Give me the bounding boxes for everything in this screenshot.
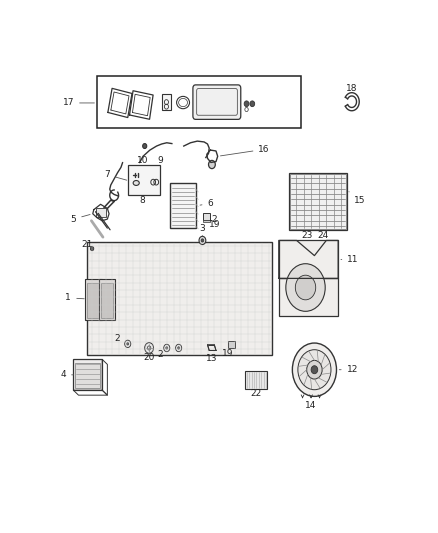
Circle shape	[199, 236, 206, 245]
Text: 12: 12	[339, 365, 358, 374]
Bar	[101, 282, 113, 318]
Circle shape	[201, 239, 204, 242]
Circle shape	[244, 101, 249, 107]
Text: 14: 14	[305, 401, 317, 410]
Circle shape	[311, 366, 318, 374]
Circle shape	[145, 343, 154, 353]
Bar	[75, 363, 100, 388]
Text: 3: 3	[200, 224, 205, 236]
Bar	[97, 76, 301, 127]
Text: 23: 23	[301, 231, 312, 240]
Text: 6: 6	[200, 199, 213, 208]
Bar	[74, 359, 102, 390]
Bar	[290, 174, 346, 229]
Text: 13: 13	[206, 354, 217, 363]
Circle shape	[298, 350, 331, 390]
Bar	[87, 243, 272, 356]
Circle shape	[307, 360, 322, 379]
Bar	[279, 240, 338, 278]
Text: 18: 18	[346, 84, 357, 93]
Bar	[96, 207, 106, 216]
Bar	[162, 94, 171, 110]
Circle shape	[295, 275, 316, 300]
Text: 2: 2	[212, 215, 217, 224]
Text: 2: 2	[157, 350, 163, 359]
Circle shape	[166, 347, 168, 349]
Bar	[289, 173, 347, 230]
Text: 4: 4	[60, 370, 74, 379]
Circle shape	[127, 343, 129, 345]
Circle shape	[208, 160, 215, 168]
Circle shape	[178, 347, 180, 349]
Text: 16: 16	[220, 145, 270, 156]
Bar	[85, 279, 102, 320]
Bar	[279, 278, 338, 317]
Text: 9: 9	[157, 156, 163, 165]
Text: 8: 8	[139, 196, 145, 205]
Circle shape	[125, 340, 131, 348]
FancyBboxPatch shape	[193, 85, 241, 119]
Bar	[203, 220, 210, 222]
Circle shape	[176, 344, 182, 352]
Ellipse shape	[133, 181, 139, 185]
Bar	[170, 183, 196, 228]
Circle shape	[164, 344, 170, 352]
Text: 10: 10	[137, 156, 148, 165]
Bar	[87, 282, 100, 318]
Text: 17: 17	[63, 99, 95, 108]
Text: 22: 22	[250, 390, 261, 399]
Bar	[203, 213, 210, 220]
Circle shape	[292, 343, 336, 397]
Text: 20: 20	[143, 353, 155, 362]
Text: 19: 19	[208, 220, 220, 229]
Circle shape	[286, 264, 325, 311]
Bar	[228, 342, 235, 348]
Circle shape	[250, 101, 254, 107]
Bar	[99, 279, 115, 320]
Text: 5: 5	[71, 214, 90, 224]
Bar	[245, 371, 267, 390]
Text: 21: 21	[81, 240, 93, 249]
Text: 24: 24	[317, 231, 328, 240]
Bar	[128, 165, 160, 195]
Text: 7: 7	[105, 170, 127, 180]
Text: 19: 19	[222, 349, 233, 358]
Circle shape	[143, 143, 147, 149]
Text: 11: 11	[341, 255, 359, 264]
Text: 1: 1	[65, 293, 84, 302]
Text: 15: 15	[349, 192, 366, 205]
Circle shape	[90, 247, 94, 251]
Text: 2: 2	[115, 334, 120, 343]
